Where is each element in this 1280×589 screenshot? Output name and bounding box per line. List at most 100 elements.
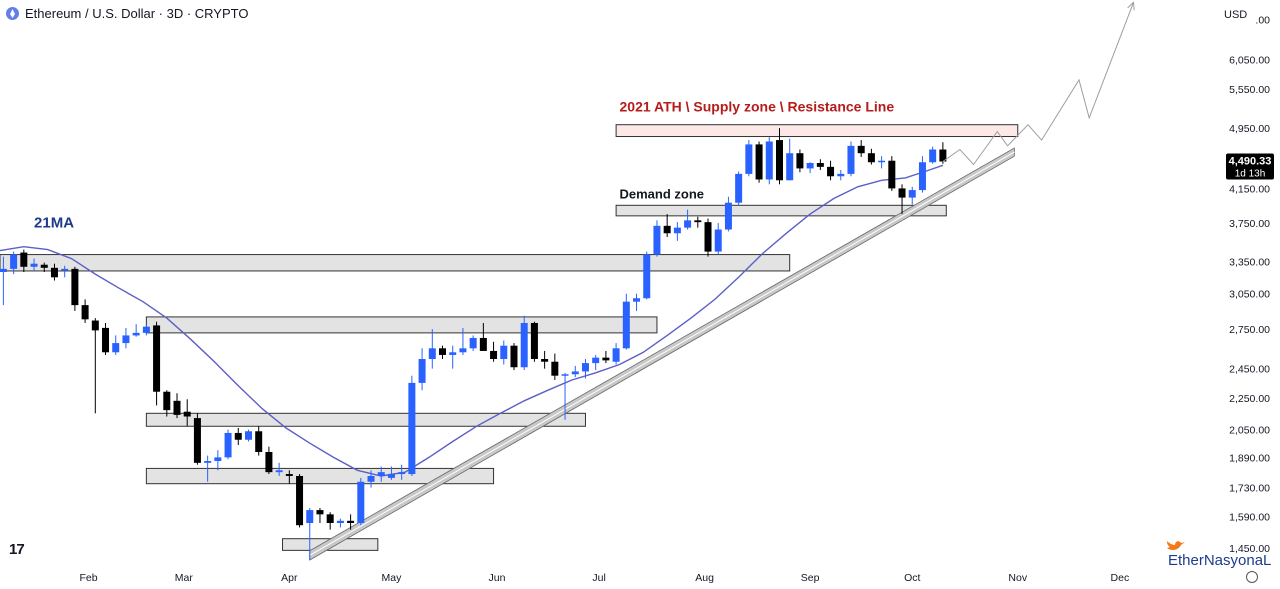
candle-body xyxy=(142,326,150,333)
candle-series xyxy=(0,128,947,560)
candle xyxy=(234,427,242,445)
candle-body xyxy=(234,432,242,440)
candle-body xyxy=(449,352,457,355)
candle xyxy=(439,345,447,359)
candle xyxy=(500,340,508,365)
time-axis[interactable]: Feb Mar Apr May Jun Jul Aug Sep Oct Nov Dec xyxy=(79,572,1129,584)
candle-body xyxy=(500,345,508,359)
candle xyxy=(285,470,293,484)
tradingview-logo-icon[interactable]: 17 xyxy=(9,541,25,558)
candle xyxy=(306,507,314,560)
candle xyxy=(316,507,324,523)
candle-body xyxy=(193,418,201,463)
candle-body xyxy=(622,301,630,349)
price-tick-label: 4,150.00 xyxy=(1229,183,1270,195)
time-tick-label: Nov xyxy=(1008,572,1027,584)
candle xyxy=(653,220,661,257)
time-tick-label: Dec xyxy=(1111,572,1130,584)
candle-body xyxy=(806,163,814,169)
candle-body xyxy=(439,348,447,355)
candle-body xyxy=(428,348,436,359)
candle-body xyxy=(827,166,835,177)
candle xyxy=(30,258,38,271)
candle-body xyxy=(173,400,181,415)
candle-body xyxy=(918,162,926,191)
candle xyxy=(847,141,855,177)
price-tag-value: 4,490.33 xyxy=(1229,155,1272,167)
candle-body xyxy=(694,220,702,223)
candle-body xyxy=(224,432,232,458)
candle xyxy=(0,256,7,306)
candle-body xyxy=(418,358,426,383)
candle-body xyxy=(102,327,110,353)
demand-zone xyxy=(615,204,947,217)
candle-body xyxy=(551,361,559,376)
candle xyxy=(908,186,916,205)
zone-3350 xyxy=(0,254,791,272)
price-zones xyxy=(0,124,1019,551)
price-tick-label: 1,890.00 xyxy=(1229,452,1270,464)
price-tick-label: 2,450.00 xyxy=(1229,364,1270,376)
candle-body xyxy=(684,220,692,228)
candle-body xyxy=(40,264,48,268)
gear-icon[interactable] xyxy=(1246,571,1258,583)
candle xyxy=(581,358,589,379)
candle-body xyxy=(704,222,712,252)
candle-body xyxy=(816,163,824,167)
candle-body xyxy=(612,348,620,362)
price-tick-label: 1,450.00 xyxy=(1229,543,1270,555)
candle xyxy=(296,474,304,528)
candle-body xyxy=(592,357,600,364)
candle-body xyxy=(633,298,641,302)
candle xyxy=(408,375,416,476)
candle xyxy=(796,149,804,173)
candle-body xyxy=(847,145,855,174)
candle-body xyxy=(183,411,191,417)
candle xyxy=(122,327,130,349)
watermark-brand: EtherNasyonaL xyxy=(1168,552,1272,569)
price-tick-label: 3,750.00 xyxy=(1229,218,1270,230)
time-tick-label: Oct xyxy=(904,572,920,584)
candle-body xyxy=(510,345,518,368)
time-tick-label: Jun xyxy=(489,572,506,584)
time-tick-label: Apr xyxy=(281,572,298,584)
time-tick-label: Sep xyxy=(801,572,820,584)
candle-body xyxy=(663,225,671,234)
candle xyxy=(81,299,89,323)
candle-body xyxy=(387,474,395,478)
candle xyxy=(684,209,692,230)
candle xyxy=(622,293,630,350)
candle-body xyxy=(326,514,334,523)
candle-body xyxy=(571,371,579,375)
candle xyxy=(806,162,814,174)
price-tick-label: 3,050.00 xyxy=(1229,289,1270,301)
candle-body xyxy=(459,348,467,353)
candle xyxy=(224,429,232,460)
candle-body xyxy=(122,335,130,344)
candle xyxy=(878,156,886,169)
candle xyxy=(71,266,79,311)
candle xyxy=(244,429,252,442)
price-tag-countdown: 1d 13h xyxy=(1235,168,1266,179)
candle xyxy=(418,348,426,391)
candle xyxy=(153,321,161,406)
candle-body xyxy=(673,227,681,234)
candle xyxy=(867,148,875,165)
candle-body xyxy=(530,322,538,359)
ethereum-icon xyxy=(6,7,19,20)
candle-body xyxy=(153,325,161,392)
candle xyxy=(694,216,702,228)
currency-button[interactable]: USD xyxy=(1224,5,1256,25)
candle xyxy=(929,146,937,164)
symbol-header[interactable]: Ethereum / U.S. Dollar · 3D · CRYPTO xyxy=(6,6,248,21)
candle xyxy=(275,462,283,476)
price-tick-label: 4,950.00 xyxy=(1229,123,1270,135)
candle xyxy=(827,160,835,181)
time-tick-label: Mar xyxy=(175,572,194,584)
zone-2100 xyxy=(145,412,586,427)
projection-line xyxy=(942,2,1134,166)
candle xyxy=(561,372,569,420)
candle xyxy=(40,262,48,273)
price-axis[interactable]: 1,450.00 1,590.00 1,730.00 1,890.00 2,050.00… xyxy=(1222,0,1280,589)
